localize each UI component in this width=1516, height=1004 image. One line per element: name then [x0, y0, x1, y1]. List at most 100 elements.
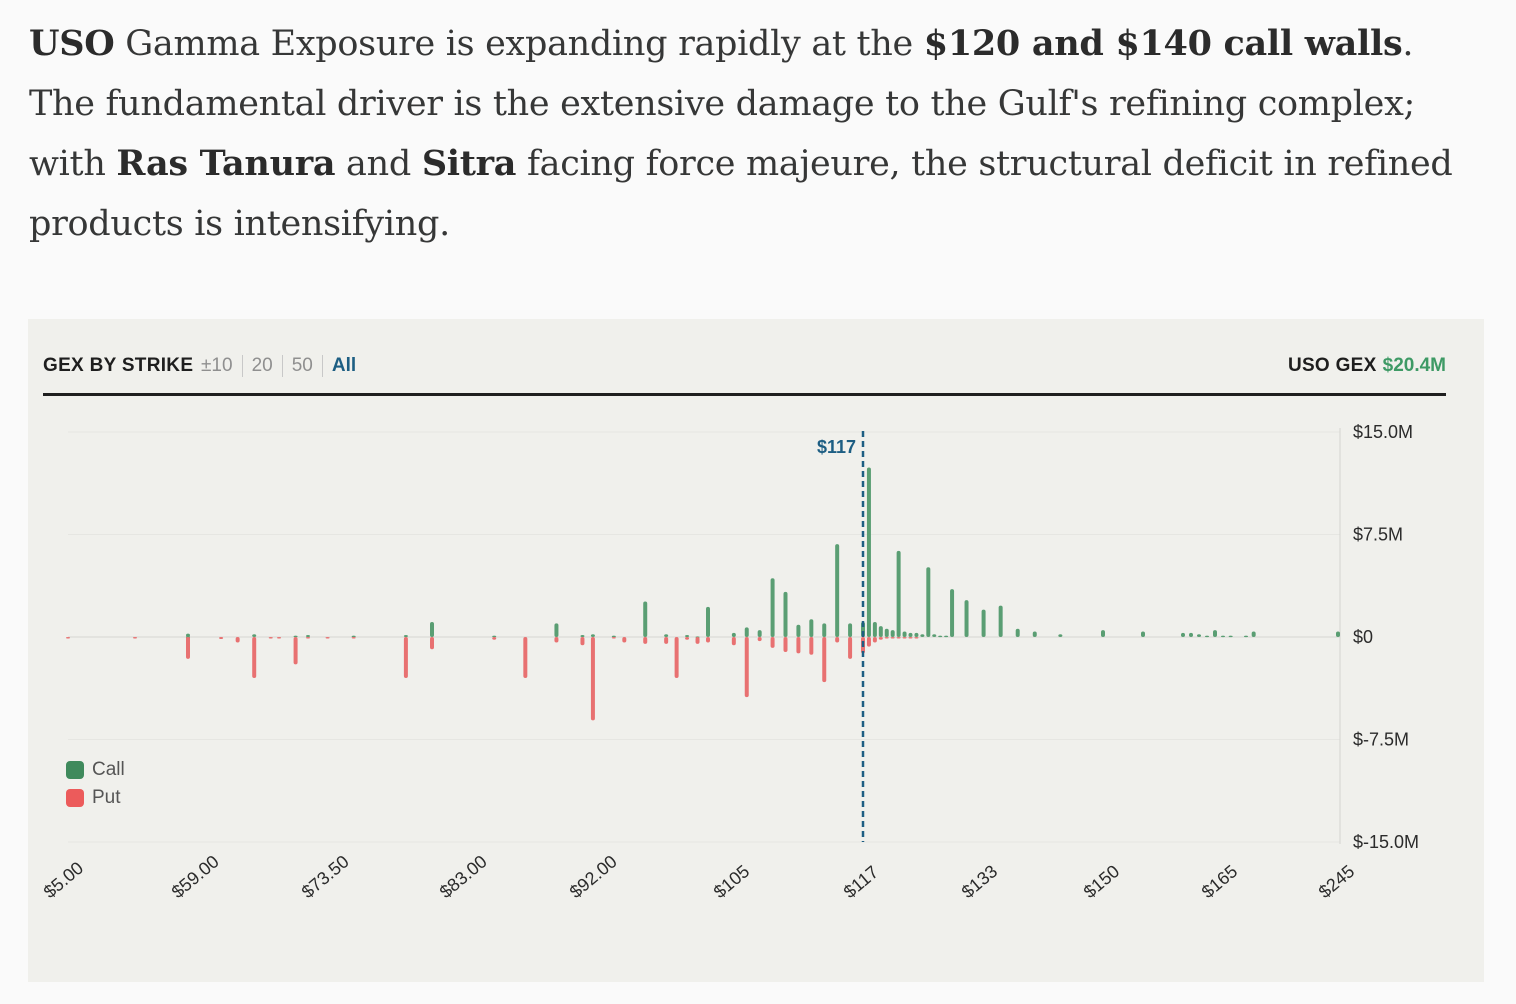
x-tick-label: $117 [840, 862, 883, 902]
x-tick-label: $105 [710, 861, 754, 902]
put-bar [674, 637, 679, 678]
call-bar [1221, 635, 1225, 638]
range-option-all[interactable]: All [321, 355, 365, 377]
call-bar [944, 635, 949, 638]
put-bar [896, 637, 901, 639]
call-bar [731, 632, 736, 637]
call-bar [1141, 631, 1145, 637]
call-bar [1244, 635, 1248, 638]
call-bar [848, 623, 853, 637]
put-bar [664, 637, 669, 644]
call-bar [890, 630, 895, 637]
call-bar [1189, 632, 1193, 637]
call-bar [1336, 631, 1340, 637]
put-bar [796, 637, 801, 654]
call-bar [186, 633, 190, 637]
ticker-gex-label: USO GEX [1287, 355, 1377, 376]
call-bar [938, 635, 943, 638]
put-bar [731, 637, 736, 646]
legend-call-swatch [66, 761, 84, 779]
legend-put-label: Put [92, 787, 121, 808]
x-tick-label: $150 [1080, 861, 1124, 902]
call-bar [293, 635, 298, 638]
put-bar [643, 637, 648, 644]
call-bar [770, 578, 775, 637]
para-text-4: facing force majeure, the structural def… [29, 144, 1453, 244]
put-bar [685, 637, 690, 640]
put-bar [622, 637, 627, 643]
put-bar [133, 637, 137, 639]
put-bar [695, 637, 700, 644]
chart-title: GEX BY STRIKE [43, 355, 194, 376]
x-tick-label: $73.50 [298, 851, 353, 902]
call-bar [1015, 628, 1020, 637]
call-bar [1101, 630, 1105, 637]
call-bar [554, 623, 559, 637]
put-bar [902, 637, 907, 639]
call-bar [835, 544, 840, 637]
call-bar [932, 634, 937, 637]
chart-header: GEX BY STRIKE ±10 20 50 All USO GEX $20.4… [43, 353, 1446, 396]
para-text-3: and [335, 144, 422, 184]
put-bar [293, 637, 298, 665]
put-bar [403, 637, 408, 678]
put-bar [351, 637, 356, 639]
call-bar [706, 606, 710, 637]
para-text-1: Gamma Exposure is expanding rapidly at t… [114, 24, 924, 64]
x-tick-label: $5.00 [40, 858, 87, 902]
call-bar [1181, 632, 1185, 637]
call-bar [902, 631, 907, 637]
x-tick-label: $245 [1315, 861, 1359, 902]
call-walls: $120 and $140 call walls [923, 23, 1403, 64]
put-bar [554, 637, 559, 643]
y-tick-label: $-15.0M [1353, 832, 1419, 852]
call-bar [796, 624, 801, 637]
sitra: Sitra [421, 143, 517, 184]
put-bar [908, 637, 913, 639]
range-option-10[interactable]: ±10 [201, 355, 233, 376]
put-bar [252, 637, 257, 678]
call-bar [590, 634, 595, 637]
gex-card: GEX BY STRIKE ±10 20 50 All USO GEX $20.4… [28, 319, 1484, 982]
put-bar [866, 637, 871, 647]
range-selector: ±10 20 50 All [201, 355, 365, 377]
put-bar [492, 637, 497, 640]
put-bar [706, 637, 710, 643]
call-bar [884, 628, 889, 637]
put-bar [884, 637, 889, 639]
put-bar [809, 637, 814, 655]
put-bar [580, 637, 585, 646]
put-bar [744, 637, 749, 698]
call-bar [1251, 631, 1256, 637]
range-option-20[interactable]: 20 [241, 355, 282, 377]
put-bar [430, 637, 434, 650]
call-bar [950, 589, 955, 637]
ras-tanura: Ras Tanura [116, 143, 336, 184]
y-tick-label: $7.5M [1353, 525, 1403, 545]
legend-put[interactable]: Put [66, 784, 125, 812]
put-bar [268, 637, 273, 639]
put-bar [219, 637, 224, 640]
call-bar [757, 630, 762, 637]
x-tick-label: $165 [1198, 861, 1242, 902]
call-bar [685, 634, 690, 637]
put-bar [523, 637, 528, 678]
range-option-50[interactable]: 50 [281, 355, 322, 377]
put-bar [872, 637, 877, 643]
y-tick-label: $15.0M [1353, 422, 1413, 442]
ticker-name: USO [29, 23, 115, 64]
call-bar [611, 635, 616, 638]
put-bar [848, 637, 853, 659]
gex-chart: $15.0M $7.5M $0 $-7.5M $-15.0M $117 $5.00 $59.0… [40, 422, 1419, 902]
legend-call[interactable]: Call [66, 756, 125, 784]
intro-paragraph: USO Gamma Exposure is expanding rapidly … [29, 14, 1489, 254]
put-bar [611, 637, 616, 639]
legend-call-label: Call [92, 759, 125, 780]
put-bar [325, 637, 330, 639]
call-bar [643, 601, 648, 637]
call-bar [351, 635, 356, 638]
put-bar [235, 637, 240, 643]
put-bar [590, 637, 595, 721]
call-bar [403, 634, 408, 637]
chart-legend: Call Put [66, 756, 125, 812]
